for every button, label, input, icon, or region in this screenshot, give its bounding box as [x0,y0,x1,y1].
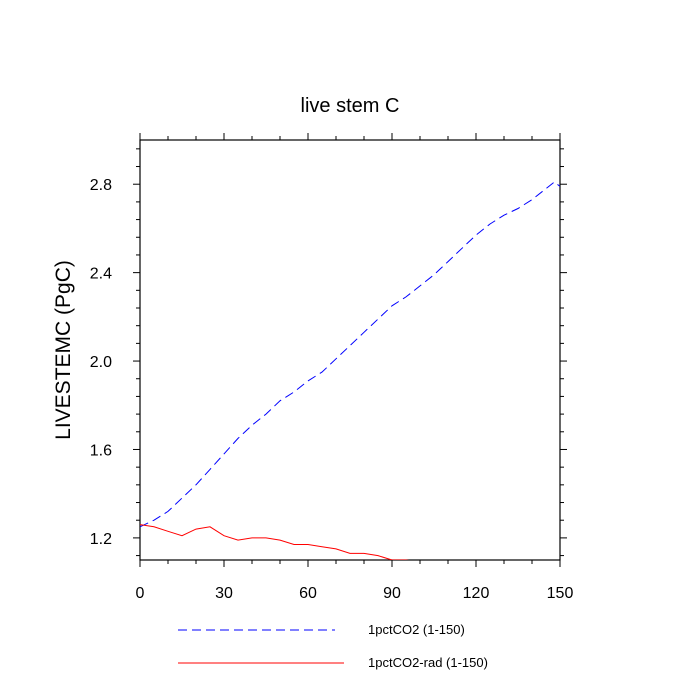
y-tick-label: 2.4 [90,266,112,283]
chart-title: live stem C [301,95,400,117]
x-tick-label: 150 [547,585,574,602]
legend: 1pctCO2 (1-150) 1pctCO2-rad (1-150) [178,622,488,670]
y-tick-label: 2.0 [90,354,112,371]
x-tick-label: 120 [463,585,490,602]
series-line-1pctco2-rad [140,524,410,560]
x-tick-label: 0 [136,585,145,602]
x-tick-label: 30 [215,585,233,602]
y-tick-label: 1.2 [90,531,112,548]
tick-label-layer: 0 30 60 90 120 150 1.2 1.6 2.0 2.4 2.8 [90,177,574,602]
legend-label-1pctco2: 1pctCO2 (1-150) [368,622,465,637]
tick-layer [133,133,567,567]
legend-label-1pctco2-rad: 1pctCO2-rad (1-150) [368,655,488,670]
y-tick-label: 2.8 [90,177,112,194]
series-line-1pctco2 [140,181,560,528]
plot-frame [139,139,561,561]
y-tick-label: 1.6 [90,442,112,459]
x-tick-label: 90 [383,585,401,602]
series-layer [140,181,560,560]
x-tick-label: 60 [299,585,317,602]
y-axis-label: LIVESTEMC (PgC) [52,260,75,440]
